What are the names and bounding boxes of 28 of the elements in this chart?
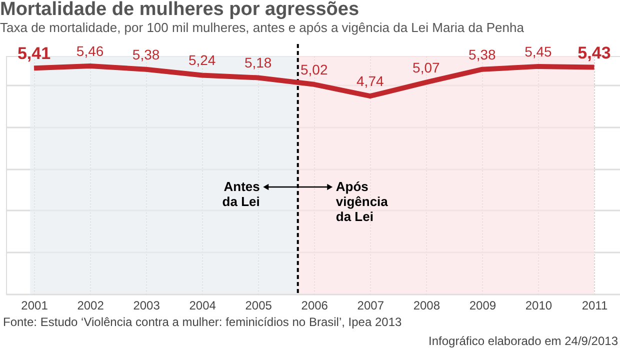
x-tick-label: 2002 — [77, 298, 104, 312]
x-tick-label: 2001 — [21, 298, 48, 312]
data-label: 5,45 — [524, 43, 552, 60]
data-label: 4,74 — [356, 73, 384, 90]
x-tick-label: 2004 — [189, 298, 216, 312]
x-tick-label: 2006 — [301, 298, 328, 312]
data-label: 5,38 — [132, 46, 160, 62]
source-note: Fonte: Estudo ‘Violência contra a mulher: feminicídios no Brasil’, Ipea 2013 — [3, 315, 402, 329]
data-label: 5,24 — [188, 52, 216, 68]
data-label: 5,18 — [244, 54, 272, 71]
data-label: 5,07 — [412, 59, 440, 76]
band-label: Após vigência da Lei — [336, 179, 389, 224]
text: Infográfico elaborado em 24/9/2013 — [428, 334, 618, 348]
x-tick-label: 2003 — [133, 298, 160, 312]
x-tick-label: 2008 — [413, 298, 440, 312]
chart-subtitle: Taxa de mortalidade, por 100 mil mulheres, antes e após a vigência da Lei Maria da Penha — [0, 20, 525, 35]
data-label: 5,38 — [468, 46, 496, 62]
x-tick-label: 2007 — [357, 298, 384, 312]
x-tick-label: 2005 — [245, 298, 272, 312]
data-label: 5,43 — [578, 43, 611, 62]
chart-title: Mortalidade de mulheres por agressões — [0, 0, 360, 20]
x-tick-label: 2011 — [582, 298, 608, 312]
data-label: 5,02 — [300, 61, 328, 78]
data-label: 5,41 — [17, 44, 51, 64]
x-tick-label: 2010 — [525, 298, 552, 312]
data-label: 5,46 — [76, 43, 104, 60]
x-tick-label: 2009 — [469, 298, 496, 312]
band-label: Antes da Lei — [222, 179, 260, 209]
